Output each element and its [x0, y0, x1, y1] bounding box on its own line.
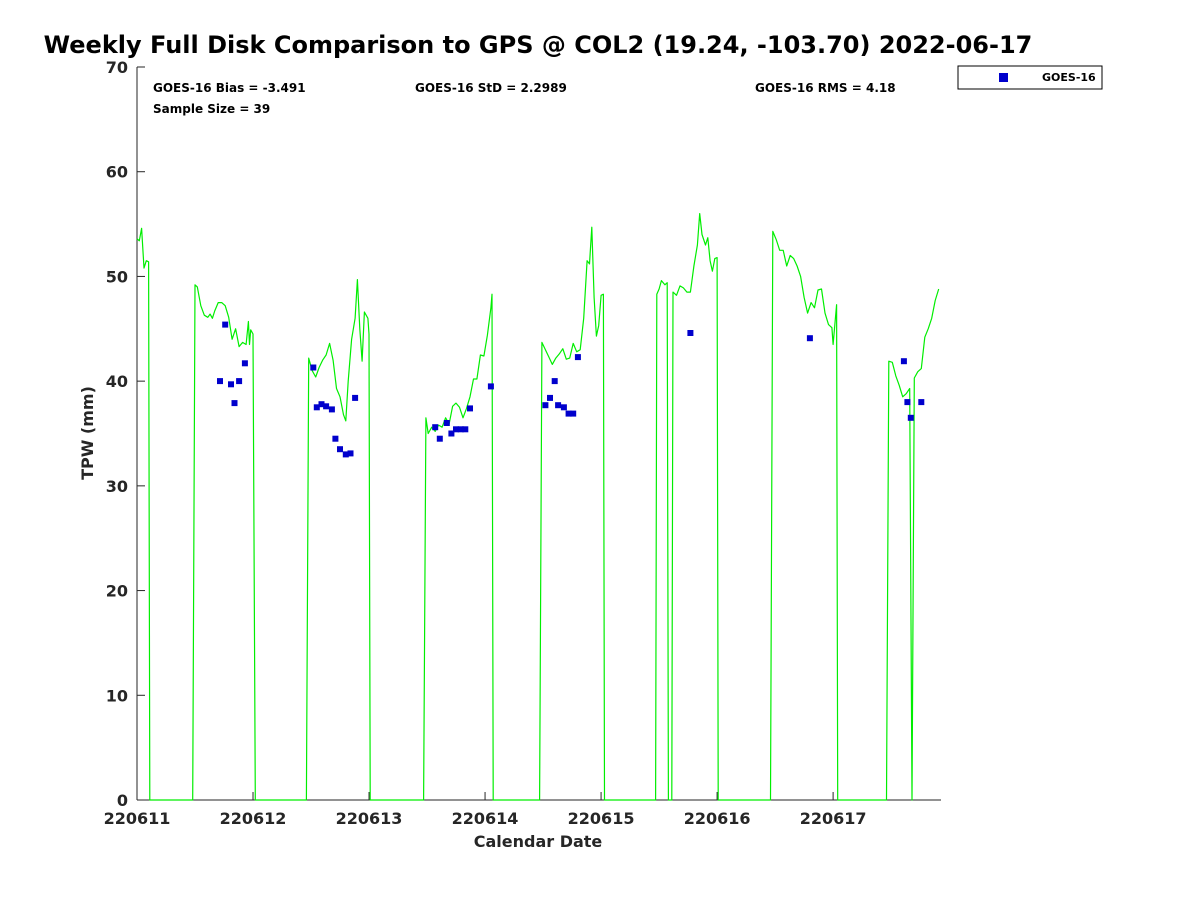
- goes16-point: [900, 358, 907, 365]
- legend-marker: [999, 73, 1008, 82]
- goes16-point: [542, 402, 549, 409]
- goes16-point: [318, 401, 325, 408]
- goes16-point: [457, 426, 464, 433]
- y-tick-label: 30: [106, 477, 128, 496]
- goes16-point: [310, 364, 317, 371]
- goes16-point: [547, 394, 553, 401]
- goes16-point: [487, 383, 494, 390]
- stddev-stat: GOES-16 StD = 2.2989: [415, 81, 567, 95]
- y-axis: 0 10 20 30 40 50 60 70: [106, 58, 145, 810]
- x-tick-label: 220614: [452, 809, 519, 828]
- y-tick-label: 60: [106, 163, 128, 182]
- chart-title: Weekly Full Disk Comparison to GPS @ COL…: [44, 31, 1033, 59]
- rms-stat: GOES-16 RMS = 4.18: [755, 81, 896, 95]
- y-tick-label: 10: [106, 686, 128, 705]
- goes16-point: [342, 451, 349, 458]
- legend-box: [957, 65, 1103, 90]
- goes16-point: [222, 321, 229, 328]
- goes16-point: [323, 403, 330, 410]
- x-tick-label: 220616: [684, 809, 751, 828]
- y-tick-label: 20: [106, 582, 128, 601]
- x-axis: 220611 220612 220613 220614 220615 220616 2206…: [104, 792, 867, 828]
- goes16-point: [328, 406, 335, 413]
- plot-frame: [136, 67, 941, 801]
- goes16-point: [432, 424, 439, 431]
- goes16-point: [907, 414, 914, 421]
- x-axis-label: Calendar Date: [474, 832, 603, 851]
- goes16-point: [687, 330, 694, 336]
- goes16-point: [332, 435, 339, 442]
- y-tick-label: 40: [106, 372, 128, 391]
- gps-line: [136, 213, 940, 801]
- goes16-point: [462, 426, 469, 433]
- x-tick-label: 220611: [104, 809, 171, 828]
- legend-label: GOES-16: [1042, 71, 1096, 84]
- goes16-point: [560, 404, 567, 411]
- goes16-point: [236, 378, 243, 385]
- y-axis-label: TPW (mm): [78, 386, 97, 480]
- goes16-point: [337, 446, 343, 453]
- goes16-point: [228, 381, 234, 388]
- bias-stat: GOES-16 Bias = -3.491: [153, 81, 306, 95]
- goes16-point: [352, 394, 359, 401]
- goes16-point: [918, 399, 925, 406]
- goes16-point: [806, 335, 813, 342]
- goes16-point: [565, 410, 572, 417]
- goes16-point: [231, 400, 238, 407]
- goes16-point: [555, 402, 562, 409]
- goes16-point: [436, 435, 443, 442]
- goes16-point: [453, 426, 459, 433]
- sample-size-stat: Sample Size = 39: [153, 102, 270, 116]
- goes16-point: [443, 420, 450, 426]
- goes16-point: [467, 405, 473, 412]
- goes16-point: [448, 430, 455, 437]
- x-tick-label: 220617: [800, 809, 867, 828]
- y-tick-label: 70: [106, 58, 128, 77]
- goes16-point: [904, 399, 911, 406]
- goes16-point: [570, 410, 577, 417]
- goes16-point: [217, 378, 223, 385]
- gps-line-series: [136, 213, 940, 801]
- legend: GOES-16: [957, 65, 1103, 90]
- x-tick-label: 220613: [336, 809, 403, 828]
- goes16-point: [347, 450, 354, 457]
- x-tick-label: 220612: [220, 809, 287, 828]
- y-tick-label: 0: [117, 791, 128, 810]
- goes16-point: [574, 354, 581, 361]
- x-tick-label: 220615: [568, 809, 635, 828]
- goes16-point: [551, 378, 558, 385]
- goes16-point: [241, 360, 248, 367]
- y-tick-label: 50: [106, 267, 128, 286]
- goes16-point: [313, 404, 320, 411]
- goes16-markers: [217, 321, 925, 458]
